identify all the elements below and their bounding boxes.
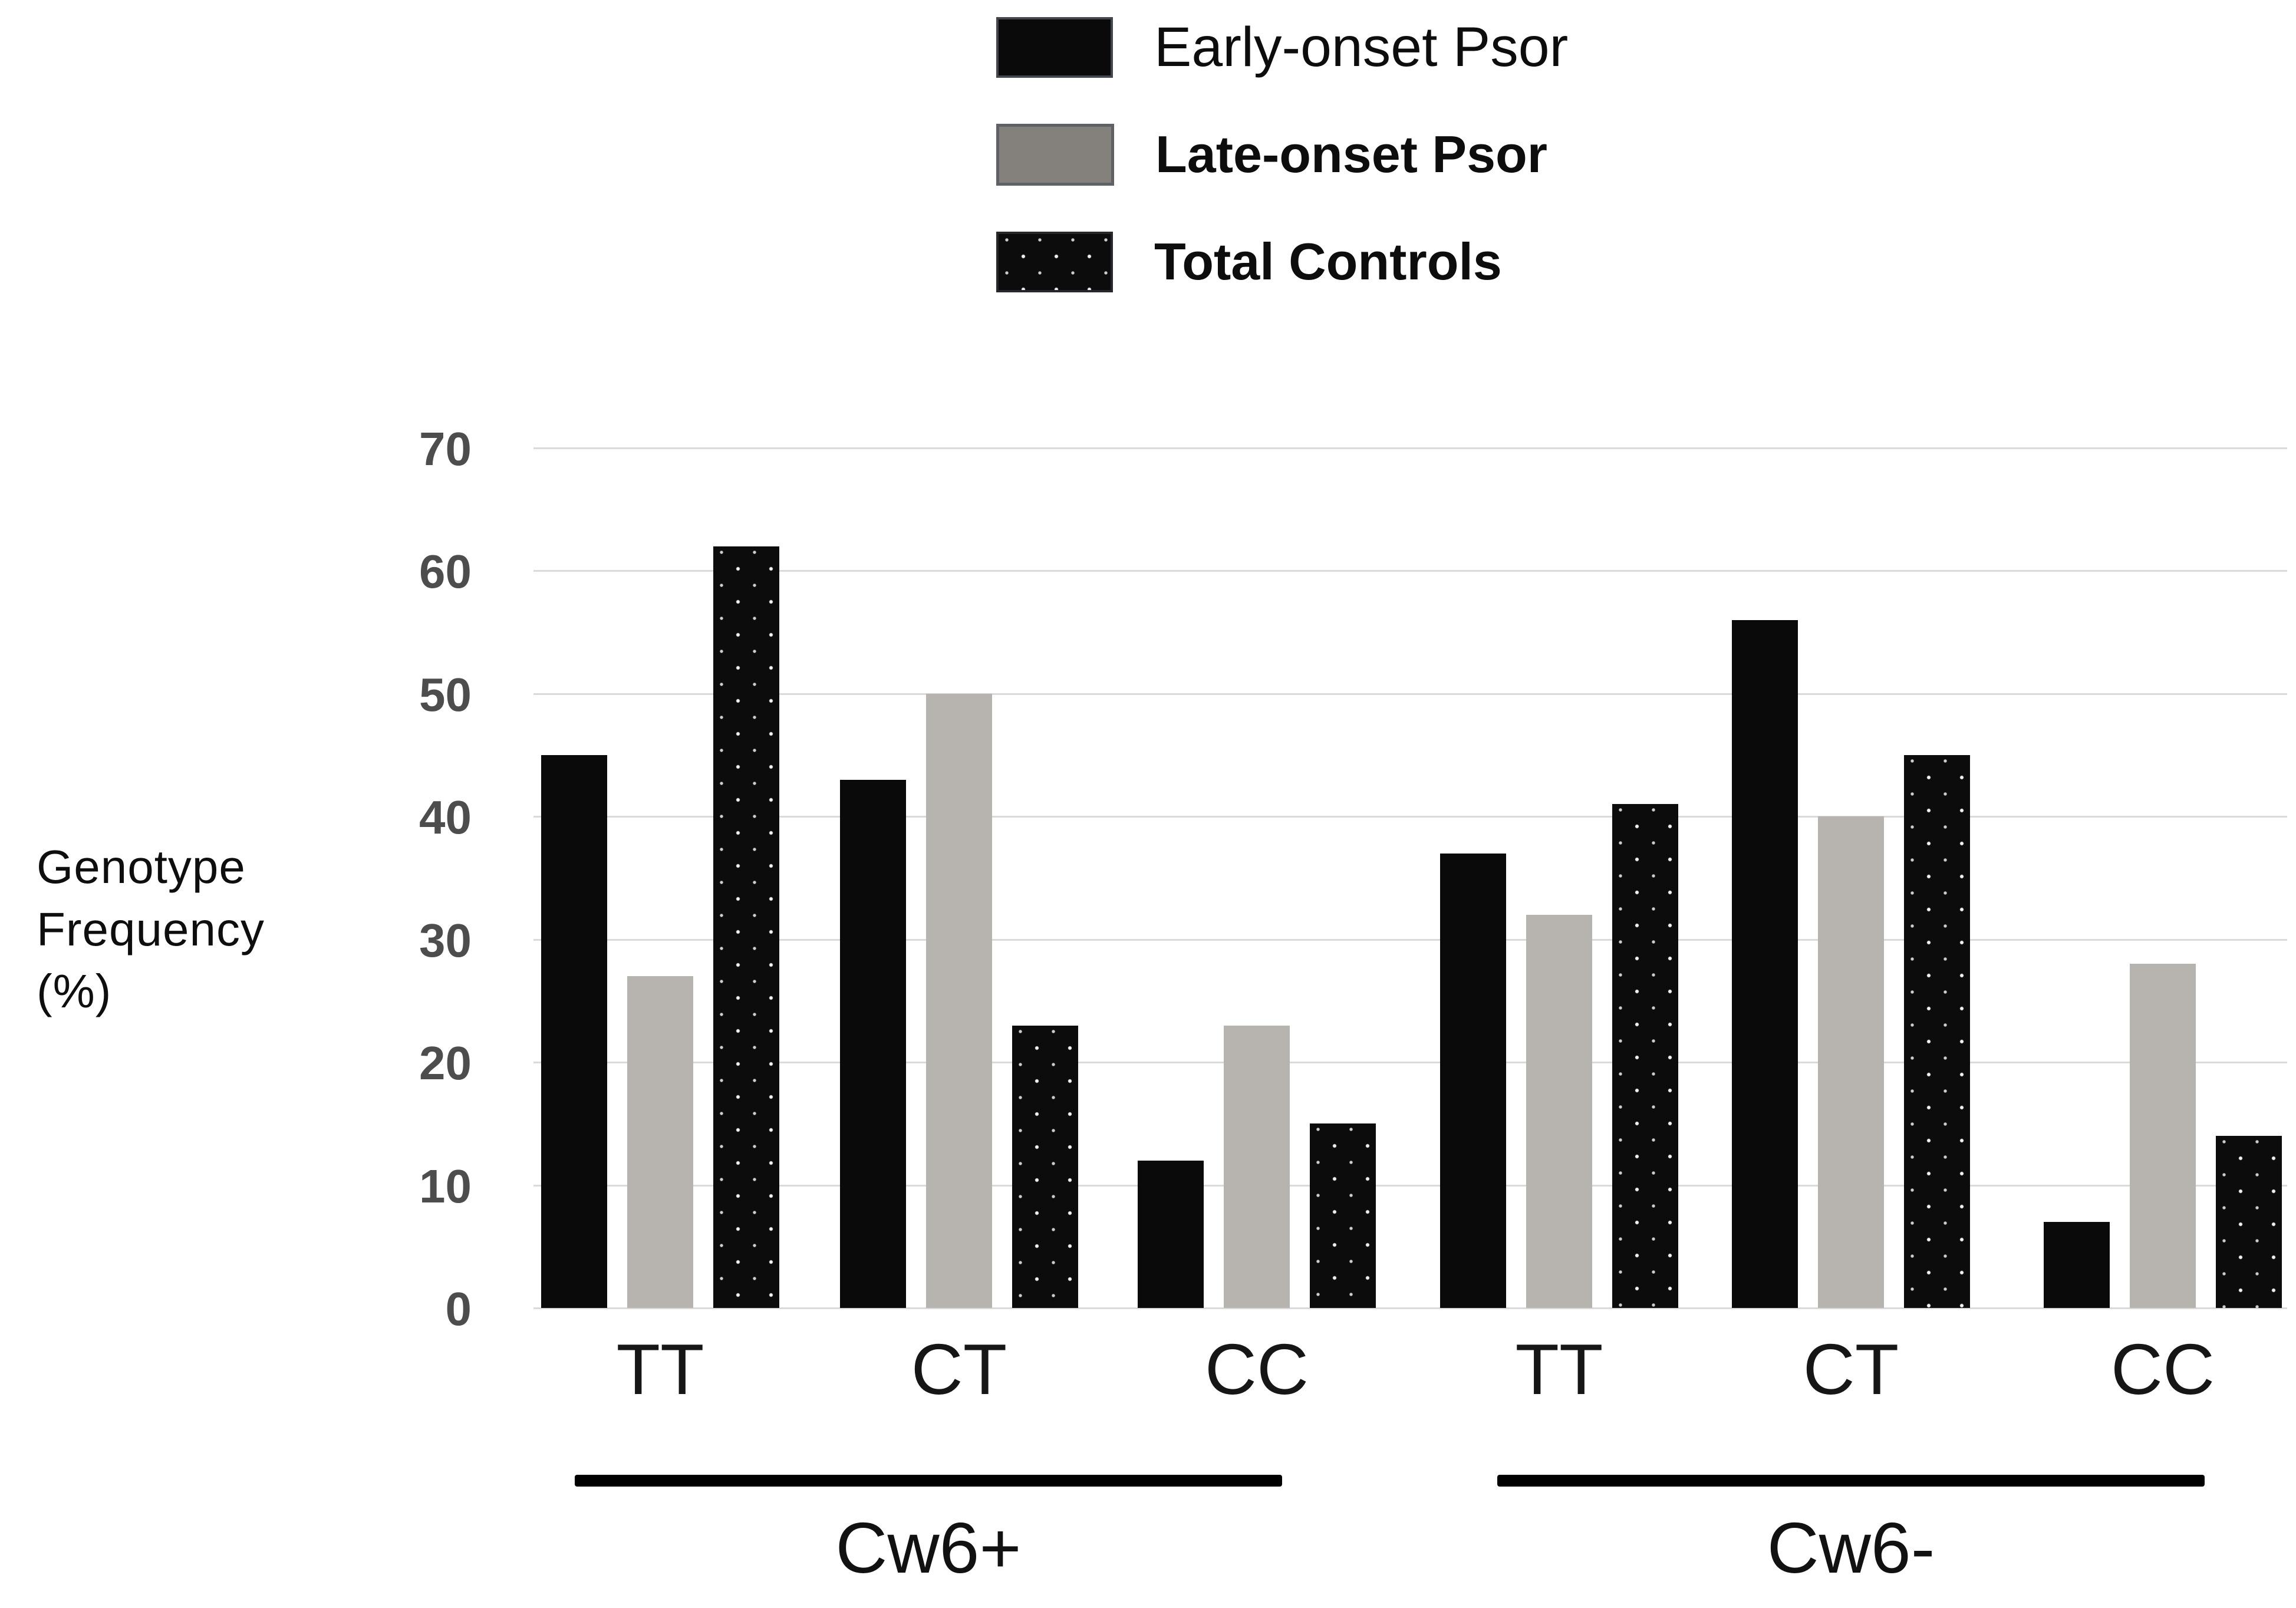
y-axis-title-line: (%) [37,965,112,1018]
bar-Cw6--CT-controls [1904,755,1970,1308]
x-axis-genotype-label: TT [616,1329,704,1409]
bar-Cw6--CC-controls [2216,1136,2282,1308]
legend-item-label: Late-onset Psor [1155,125,1548,183]
x-axis-genotype-label: CC [1204,1329,1309,1409]
section-underline [575,1475,1282,1487]
bar-Cw6+-CT-early [840,779,906,1308]
y-tick-label: 30 [419,914,472,967]
bar-Cw6+-CC-early [1138,1160,1204,1308]
y-tick-label: 20 [419,1037,472,1090]
legend-item: Late-onset Psor [996,123,1548,186]
bar-Cw6+-TT-controls [713,546,779,1308]
y-tick-label: 50 [419,668,472,721]
y-axis-title-line: Frequency [37,902,265,955]
bar-Cw6+-CT-controls [1012,1025,1078,1308]
gridline [533,693,2287,695]
gridline [533,570,2287,572]
x-axis-genotype-label: CT [1803,1329,1899,1409]
legend-swatch-early-icon [996,17,1113,78]
legend-item-label: Early-onset Psor [1154,15,1569,78]
bar-Cw6+-TT-early [541,755,607,1308]
bar-Cw6+-CC-late [1224,1025,1290,1308]
x-axis-genotype-label: TT [1515,1329,1603,1409]
legend-item-label: Total Controls [1154,232,1502,291]
legend-item: Total Controls [996,231,1502,292]
gridline [533,1307,2287,1309]
bar-Cw6--TT-early [1440,853,1506,1308]
x-axis-genotype-label: CT [911,1329,1007,1409]
legend-swatch-late-icon [996,123,1114,186]
bar-Cw6--CT-late [1818,816,1884,1308]
y-tick-label: 10 [419,1159,472,1212]
y-tick-label: 0 [445,1283,472,1335]
bar-Cw6--CT-early [1732,620,1798,1308]
x-axis-genotype-label: CC [2110,1329,2215,1409]
bar-Cw6--TT-controls [1612,804,1678,1308]
bar-Cw6+-TT-late [627,976,693,1308]
gridline [533,816,2287,818]
y-tick-label: 60 [419,545,472,598]
section-underline [1497,1475,2205,1487]
gridline [533,1062,2287,1064]
y-tick-label: 70 [419,422,472,475]
bar-Cw6+-CT-late [926,693,992,1308]
section-label: Cw6- [1767,1508,1935,1588]
gridline [533,1184,2287,1187]
y-axis-title: Genotype Frequency (%) [37,836,265,1023]
bar-Cw6--TT-late [1526,915,1592,1308]
bar-Cw6--CC-late [2130,964,2196,1308]
bar-Cw6+-CC-controls [1310,1123,1376,1308]
gridline [533,447,2287,449]
y-tick-label: 40 [419,791,472,844]
section-label: Cw6+ [835,1508,1022,1588]
legend-swatch-controls-icon [996,231,1113,292]
y-axis-title-line: Genotype [37,841,246,893]
legend-item: Early-onset Psor [996,15,1569,78]
gridline [533,938,2287,941]
bar-Cw6--CC-early [2044,1222,2110,1308]
